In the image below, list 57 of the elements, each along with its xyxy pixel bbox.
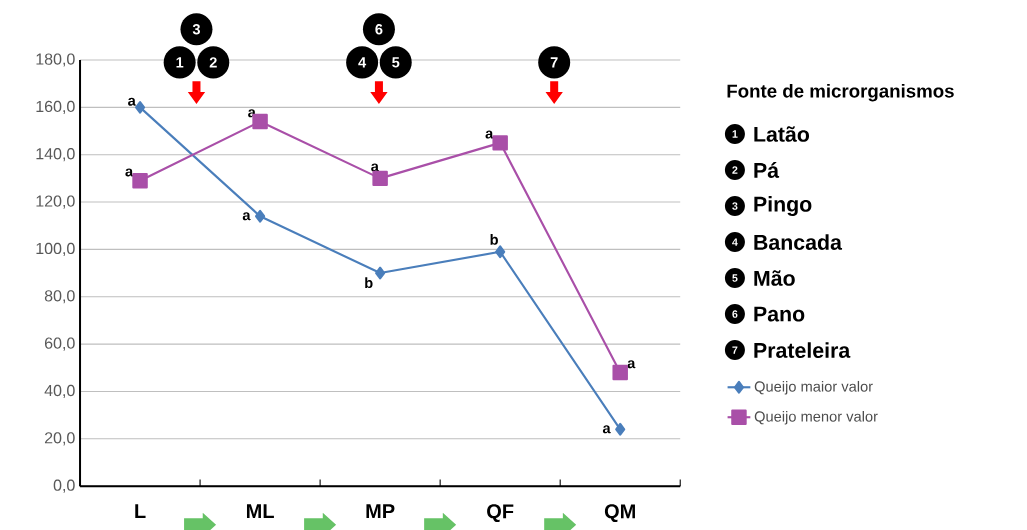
text: 7 [732,346,738,354]
point [132,172,148,189]
text: 2 [732,166,738,174]
annotation: 4 [358,57,367,68]
annotation: a [602,425,611,434]
annotation: 5 [392,57,400,68]
y-tick-label: 60,0 [44,337,75,351]
point [134,100,146,114]
text: Prateleira [754,342,851,358]
point [495,245,506,259]
annotation: b [490,233,498,245]
text: 3 [192,23,201,35]
text: 5 [732,274,738,282]
y-tick-label: 180,0 [36,53,75,67]
text: Pingo [754,195,812,216]
annotation: 1 [176,57,184,68]
point [615,422,626,436]
x-tick-label: MP [366,504,395,518]
annotation: 2 [209,57,217,68]
annotation: a [485,130,494,139]
annotation: a [242,212,251,221]
text: 6 [732,310,738,318]
text: Latão [754,126,810,142]
legend-label: Queijo menor valor [754,410,878,425]
y-tick-label: 100,0 [36,242,75,256]
legend-label: Queijo maior valor [754,380,873,395]
y-tick-label: 0,0 [53,479,75,493]
text: 4 [732,238,738,246]
annotation: 7 [550,57,558,68]
legend-title: Fonte de microrganismos [727,83,954,102]
text: 1 [732,130,738,138]
annotation: a [371,163,379,172]
point [612,364,628,381]
text: Pano [754,306,805,322]
annotation: a [128,97,136,106]
annotation: a [627,360,636,369]
x-tick-label: ML [246,504,274,518]
point [375,266,386,280]
point [492,135,508,151]
point [255,209,266,223]
y-tick-label: 40,0 [44,384,75,398]
annotation: a [125,168,134,177]
point [372,170,388,187]
x-tick-label: L [135,504,146,518]
x-tick-label: QM [604,504,635,523]
text: Bancada [754,234,843,250]
y-tick-label: 20,0 [44,432,75,446]
annotation: b [365,277,373,289]
y-tick-label: 80,0 [44,290,75,304]
text: Mão [754,270,795,286]
y-tick-label: 160,0 [36,100,75,114]
y-tick-label: 140,0 [36,148,75,162]
x-tick-label: QF [487,504,514,523]
text: 6 [375,23,383,35]
text: Pá [754,162,780,178]
text: 3 [732,202,738,210]
y-tick-label: 120,0 [36,195,75,209]
